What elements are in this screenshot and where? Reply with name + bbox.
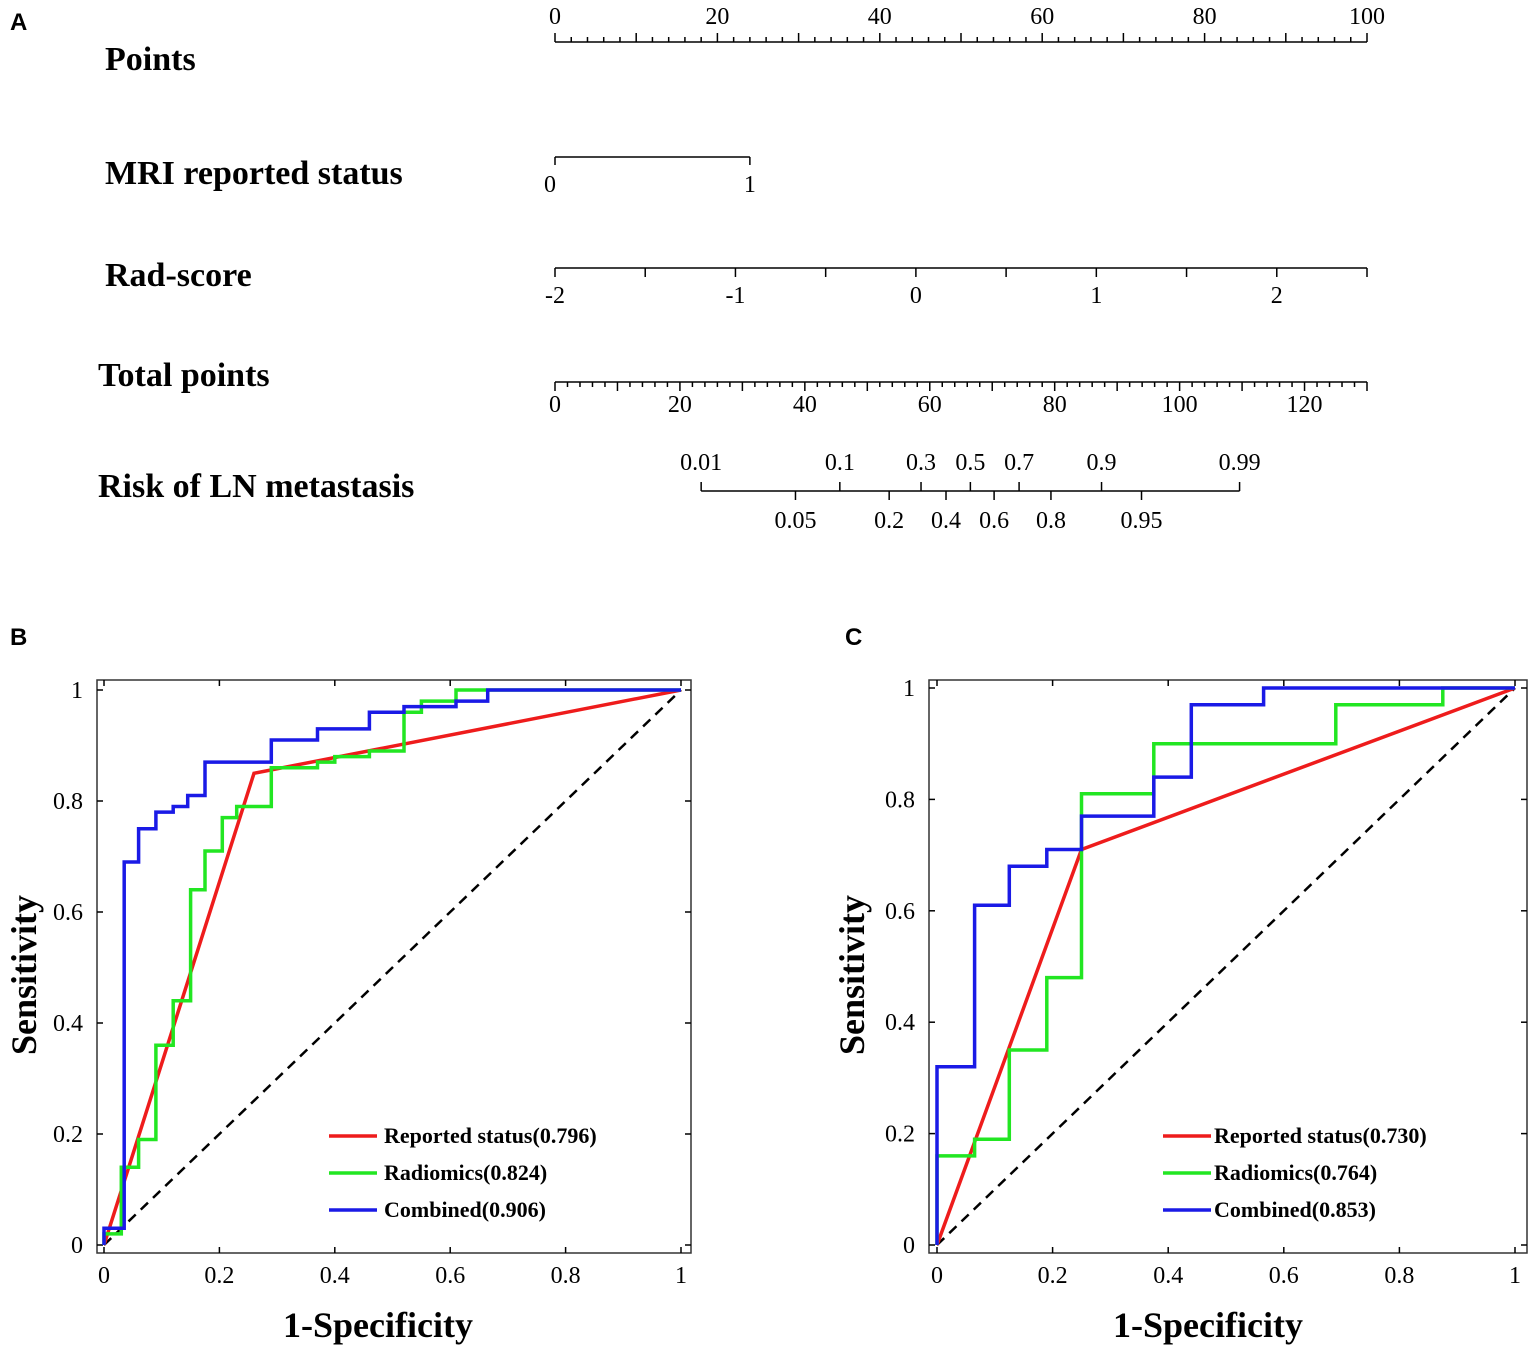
risk-tick-label: 0.2 [874,508,904,534]
radscore-tick-label: -1 [725,283,745,309]
legend-label-radiomics-b: Radiomics(0.824) [384,1160,547,1185]
x-tick-label: 0.8 [1384,1263,1414,1289]
reference-diagonal [936,687,1516,1246]
nomogram-label-radscore: Rad-score [105,257,252,294]
legend-label-combined-c: Combined(0.853) [1214,1197,1376,1222]
radscore-tick-label: -2 [545,283,565,309]
risk-tick-label: 0.01 [680,450,722,476]
y-tick-label: 0.6 [53,900,83,926]
risk-tick-label: 0.9 [1087,450,1117,476]
y-tick-label: 1 [71,678,83,704]
risk-tick-label: 0.6 [979,508,1009,534]
radscore-tick-label: 2 [1271,283,1283,309]
total-tick-label: 120 [1287,392,1323,418]
x-tick-label: 1 [1509,1263,1521,1289]
x-axis-title-b: 1-Specificity [283,1305,473,1345]
y-tick-label: 0.4 [53,1011,83,1037]
x-tick-label: 0.4 [1153,1263,1183,1289]
total-tick-label: 100 [1162,392,1198,418]
nomogram-label-risk: Risk of LN metastasis [98,468,414,505]
y-tick-label: 0.2 [53,1122,83,1148]
nomogram-label-total: Total points [98,357,270,394]
roc-curve-radiomics [102,688,681,1245]
y-axis-title-c: Sensitivity [832,895,872,1055]
risk-tick-label: 0.3 [906,450,936,476]
y-tick-label: 1 [903,676,915,702]
total-tick-label: 60 [918,392,942,418]
roc-curve-radiomics [935,686,1515,1245]
x-tick-label: 1 [675,1263,687,1289]
mri-tick-label: 1 [744,172,756,198]
risk-tick-label: 0.7 [1004,450,1034,476]
x-axis-title-c: 1-Specificity [1113,1305,1303,1345]
legend-label-reported-b: Reported status(0.796) [384,1123,597,1148]
risk-tick-label: 0.95 [1121,508,1163,534]
roc-curve-combined [935,686,1515,1245]
y-tick-label: 0.8 [885,787,915,813]
legend-label-combined-b: Combined(0.906) [384,1197,546,1222]
x-tick-label: 0.4 [320,1263,350,1289]
roc-curve-reported-status [102,688,682,1246]
y-tick-label: 0 [71,1233,83,1259]
risk-tick-label: 0.99 [1219,450,1261,476]
plot-frame [928,679,1528,1254]
plot-frame [96,679,692,1254]
roc-panel-b: 1-Specificity Sensitivity Reported statu… [4,678,692,1345]
legend-label-reported-c: Reported status(0.730) [1214,1123,1427,1148]
x-tick-label: 0.6 [435,1263,465,1289]
total-tick-label: 80 [1043,392,1067,418]
panel-letter-c: C [845,624,862,651]
risk-tick-label: 0.5 [955,450,985,476]
x-tick-label: 0.2 [204,1263,234,1289]
points-tick-label: 0 [549,4,561,30]
points-tick-label: 100 [1349,4,1385,30]
y-tick-label: 0.4 [885,1010,915,1036]
points-tick-label: 60 [1030,4,1054,30]
points-tick-label: 20 [705,4,729,30]
nomogram-label-points: Points [105,41,196,78]
risk-tick-label: 0.8 [1036,508,1066,534]
risk-tick-label: 0.05 [774,508,816,534]
reference-diagonal [103,689,682,1246]
panel-letter-b: B [10,624,27,651]
roc-panel-c: 1-Specificity Sensitivity Reported statu… [832,676,1528,1345]
x-tick-label: 0.6 [1269,1263,1299,1289]
y-tick-label: 0.8 [53,789,83,815]
total-tick-label: 0 [549,392,561,418]
x-tick-label: 0.8 [551,1263,581,1289]
mri-tick-label: 0 [544,172,556,198]
risk-tick-label: 0.1 [825,450,855,476]
x-tick-label: 0 [931,1263,943,1289]
y-tick-label: 0.2 [885,1122,915,1148]
roc-curve-combined [102,688,681,1245]
risk-tick-label: 0.4 [931,508,961,534]
points-tick-label: 40 [868,4,892,30]
y-tick-label: 0.6 [885,899,915,925]
x-tick-label: 0 [98,1263,110,1289]
total-tick-label: 40 [793,392,817,418]
radscore-tick-label: 0 [910,283,922,309]
radscore-tick-label: 1 [1090,283,1102,309]
y-tick-label: 0 [903,1233,915,1259]
nomogram-label-mri: MRI reported status [105,155,403,192]
x-tick-label: 0.2 [1038,1263,1068,1289]
panel-letter-a: A [10,9,27,36]
legend-label-radiomics-c: Radiomics(0.764) [1214,1160,1377,1185]
points-tick-label: 80 [1193,4,1217,30]
y-axis-title-b: Sensitivity [4,895,44,1055]
total-tick-label: 20 [668,392,692,418]
